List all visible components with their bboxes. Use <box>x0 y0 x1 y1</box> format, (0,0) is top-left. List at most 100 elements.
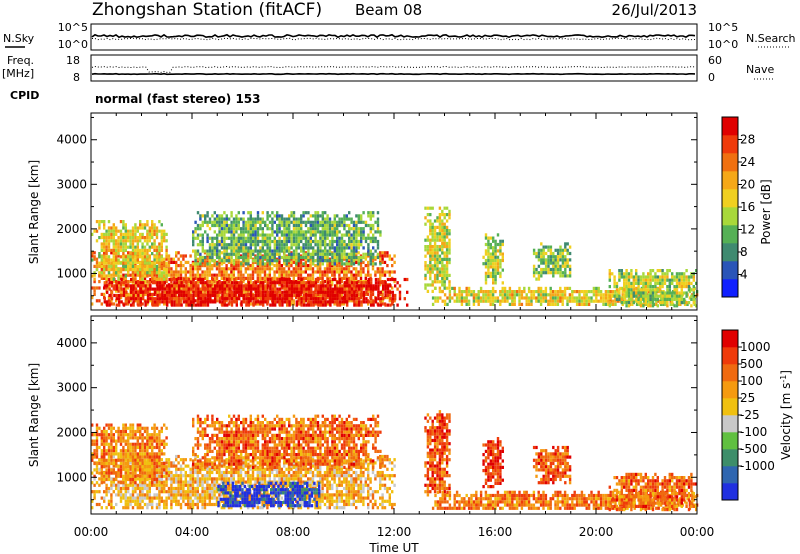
echo-cell <box>321 243 324 247</box>
echo-cell <box>242 246 245 250</box>
echo-cell <box>527 302 531 306</box>
echo-cell <box>625 272 628 276</box>
echo-cell <box>654 281 657 285</box>
echo-cell <box>254 233 257 237</box>
echo-cell <box>445 254 449 258</box>
echo-cell <box>175 284 178 288</box>
echo-cell <box>278 270 281 274</box>
echo-cell <box>431 235 434 239</box>
echo-cell <box>240 303 243 307</box>
echo-cell <box>256 270 259 274</box>
echo-cell <box>445 235 449 239</box>
echo-cell <box>599 299 603 303</box>
echo-cell <box>268 220 272 224</box>
echo-cell <box>292 260 295 264</box>
echo-cell <box>179 286 183 290</box>
echo-cell <box>374 255 377 260</box>
echo-cell <box>441 290 444 294</box>
echo-cell <box>317 277 320 282</box>
echo-cell <box>242 297 246 301</box>
echo-cell <box>160 276 163 280</box>
echo-cell <box>304 276 307 280</box>
echo-cell <box>328 246 332 250</box>
echo-cell <box>179 264 183 268</box>
echo-cell <box>117 229 120 233</box>
echo-cell <box>247 254 250 258</box>
echo-cell <box>278 297 282 301</box>
echo-cell <box>367 243 370 247</box>
echo-cell <box>220 270 223 274</box>
echo-cell <box>266 227 269 231</box>
echo-cell <box>134 232 137 236</box>
echo-cell <box>281 297 284 301</box>
echo-cell <box>355 239 358 244</box>
echo-cell <box>134 226 137 230</box>
echo-cell <box>357 243 360 247</box>
echo-cell <box>226 277 229 282</box>
echo-cell <box>218 287 222 291</box>
echo-cell <box>359 267 363 271</box>
echo-cell <box>426 264 430 268</box>
echo-cell <box>239 273 243 277</box>
echo-cell <box>201 255 204 260</box>
echo-cell <box>223 273 226 277</box>
echo-cell <box>119 232 123 236</box>
echo-cell <box>307 297 310 301</box>
echo-cell <box>288 252 291 256</box>
echo-cell <box>139 287 142 291</box>
echo-cell <box>163 290 166 294</box>
echo-cell <box>221 284 224 288</box>
echo-cell <box>513 299 516 303</box>
echo-cell <box>348 284 351 288</box>
echo-cell <box>100 260 103 264</box>
echo-cell <box>635 294 638 298</box>
echo-cell <box>249 230 252 234</box>
echo-cell <box>604 302 608 306</box>
echo-cell <box>271 281 274 285</box>
echo-cell <box>501 286 504 290</box>
echo-cell <box>208 252 212 256</box>
echo-cell <box>235 220 238 224</box>
echo-cell <box>266 249 269 253</box>
echo-cell <box>216 236 219 240</box>
echo-cell <box>117 493 120 497</box>
echo-cell <box>261 236 264 240</box>
echo-cell <box>433 241 437 245</box>
echo-cell <box>158 271 161 275</box>
echo-cell <box>247 284 250 288</box>
echo-cell <box>445 286 449 290</box>
echo-cell <box>262 293 265 298</box>
echo-cell <box>580 302 584 306</box>
echo-cell <box>290 297 294 301</box>
echo-cell <box>189 273 192 277</box>
echo-cell <box>148 268 151 272</box>
echo-cell <box>215 264 219 268</box>
echo-cell <box>158 220 161 224</box>
echo-cell <box>433 232 437 236</box>
echo-cell <box>492 274 495 279</box>
echo-cell <box>237 223 240 228</box>
echo-cell <box>369 273 372 277</box>
echo-cell <box>139 268 142 272</box>
echo-cell <box>285 223 288 228</box>
echo-cell <box>130 303 133 307</box>
echo-cell <box>278 283 281 287</box>
echo-cell <box>107 226 111 230</box>
echo-cell <box>540 274 543 278</box>
echo-cell <box>93 483 96 487</box>
echo-cell <box>218 223 221 228</box>
echo-cell <box>438 216 442 220</box>
echo-cell <box>230 270 233 274</box>
echo-cell <box>663 275 667 279</box>
echo-cell <box>311 267 315 271</box>
echo-cell <box>357 214 360 218</box>
echo-cell <box>336 249 339 253</box>
echo-cell <box>369 252 372 256</box>
echo-cell <box>136 226 139 230</box>
echo-cell <box>352 249 356 253</box>
echo-cell <box>632 278 635 282</box>
echo-cell <box>266 290 270 294</box>
echo-cell <box>194 303 198 307</box>
echo-cell <box>119 261 123 265</box>
echo-cell <box>443 213 446 217</box>
